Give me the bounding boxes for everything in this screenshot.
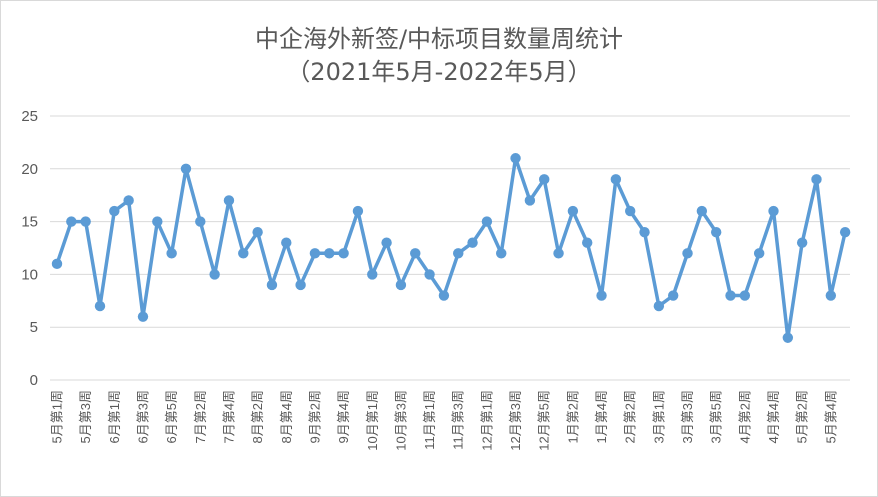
data-point: [410, 248, 421, 259]
x-tick-label: 9月第2周: [307, 390, 322, 443]
data-point: [510, 153, 521, 164]
data-point: [80, 216, 91, 227]
data-point: [324, 248, 335, 259]
y-axis-ticks: 0 5 10 15 20 25: [21, 108, 38, 389]
data-point: [839, 226, 851, 238]
data-point: [481, 216, 493, 227]
data-point: [281, 237, 292, 248]
x-tick-label: 12月第5周: [537, 390, 552, 451]
data-point: [123, 195, 134, 206]
data-point: [768, 205, 779, 217]
data-point: [238, 248, 249, 259]
data-point: [567, 205, 579, 217]
data-point: [338, 248, 349, 259]
x-axis-ticks: 5月第1周 5月第3周 6月第1周 6月第3周 6月第5周 7月第2周 7月第4周 8月第2周…: [50, 390, 839, 451]
data-point: [266, 279, 278, 291]
chart-title: 中企海外新签/中标项目数量周统计: [255, 25, 623, 53]
x-tick-label: 5月第1周: [50, 390, 65, 443]
x-tick-label: 3月第3周: [680, 390, 695, 443]
data-point: [109, 205, 120, 217]
data-point: [152, 216, 163, 227]
x-tick-label: 5月第4周: [823, 390, 838, 443]
x-tick-label: 12月第1周: [479, 390, 494, 451]
data-point: [252, 226, 263, 238]
data-point: [166, 248, 177, 259]
x-tick-label: 5月第2周: [795, 390, 810, 443]
data-point: [825, 290, 837, 301]
x-tick-label: 3月第1周: [651, 390, 666, 443]
data-point: [796, 237, 808, 248]
data-point: [51, 258, 63, 270]
data-point: [137, 311, 149, 322]
data-point: [710, 226, 722, 238]
x-tick-label: 10月第1周: [365, 390, 380, 451]
x-tick-label: 8月第4周: [279, 390, 294, 443]
data-point: [782, 332, 794, 343]
data-point: [195, 216, 206, 227]
data-point: [524, 195, 536, 206]
data-point: [295, 279, 306, 291]
x-tick-label: 6月第1周: [107, 390, 122, 443]
x-tick-label: 5月第3周: [78, 390, 93, 443]
data-point: [94, 300, 106, 312]
x-tick-label: 11月第1周: [422, 390, 437, 450]
data-point: [66, 216, 77, 227]
data-point: [352, 205, 364, 217]
x-tick-label: 7月第2周: [193, 390, 208, 443]
data-point: [467, 237, 478, 248]
data-point: [625, 205, 636, 217]
data-point: [553, 248, 564, 259]
x-tick-label: 6月第5周: [164, 390, 179, 443]
data-point: [438, 290, 450, 301]
x-tick-label: 8月第2周: [250, 390, 265, 443]
x-tick-label: 6月第3周: [135, 390, 150, 443]
x-tick-label: 3月第5周: [709, 390, 724, 443]
data-point: [696, 205, 708, 217]
data-point: [639, 226, 650, 238]
data-point: [209, 269, 220, 280]
data-point: [180, 163, 192, 174]
x-tick-label: 2月第2周: [623, 390, 638, 443]
x-tick-label: 10月第3周: [393, 390, 408, 451]
data-point: [725, 290, 736, 301]
data-point: [223, 195, 235, 206]
x-tick-label: 7月第4周: [221, 390, 236, 443]
chart-subtitle: （2021年5月-2022年5月）: [286, 58, 591, 86]
data-point: [582, 237, 593, 248]
x-tick-label: 4月第2周: [737, 390, 752, 443]
data-point: [453, 248, 464, 259]
data-point: [309, 248, 321, 259]
x-tick-label: 9月第4周: [336, 390, 351, 443]
x-tick-label: 11月第3周: [451, 390, 466, 450]
y-tick-label: 0: [30, 372, 38, 389]
data-point: [653, 300, 665, 312]
data-point: [367, 269, 378, 280]
data-point: [811, 174, 822, 185]
x-tick-label: 1月第2周: [565, 390, 580, 443]
y-tick-label: 5: [30, 319, 38, 336]
series-weekly-count: [51, 153, 851, 343]
data-point: [596, 290, 607, 301]
data-point: [739, 290, 751, 301]
data-point: [753, 248, 765, 259]
data-point: [667, 290, 679, 301]
data-point: [610, 174, 622, 185]
data-point: [539, 174, 550, 185]
x-tick-label: 4月第4周: [766, 390, 781, 443]
x-tick-label: 1月第4周: [594, 390, 609, 443]
data-point: [395, 279, 407, 291]
data-point: [682, 248, 693, 259]
y-tick-label: 25: [21, 108, 38, 125]
data-point: [424, 269, 435, 280]
x-tick-label: 12月第3周: [508, 390, 523, 451]
y-tick-label: 10: [21, 266, 38, 283]
data-point: [496, 248, 507, 259]
y-tick-label: 20: [21, 161, 38, 178]
data-point: [381, 237, 392, 248]
y-tick-label: 15: [21, 214, 38, 231]
